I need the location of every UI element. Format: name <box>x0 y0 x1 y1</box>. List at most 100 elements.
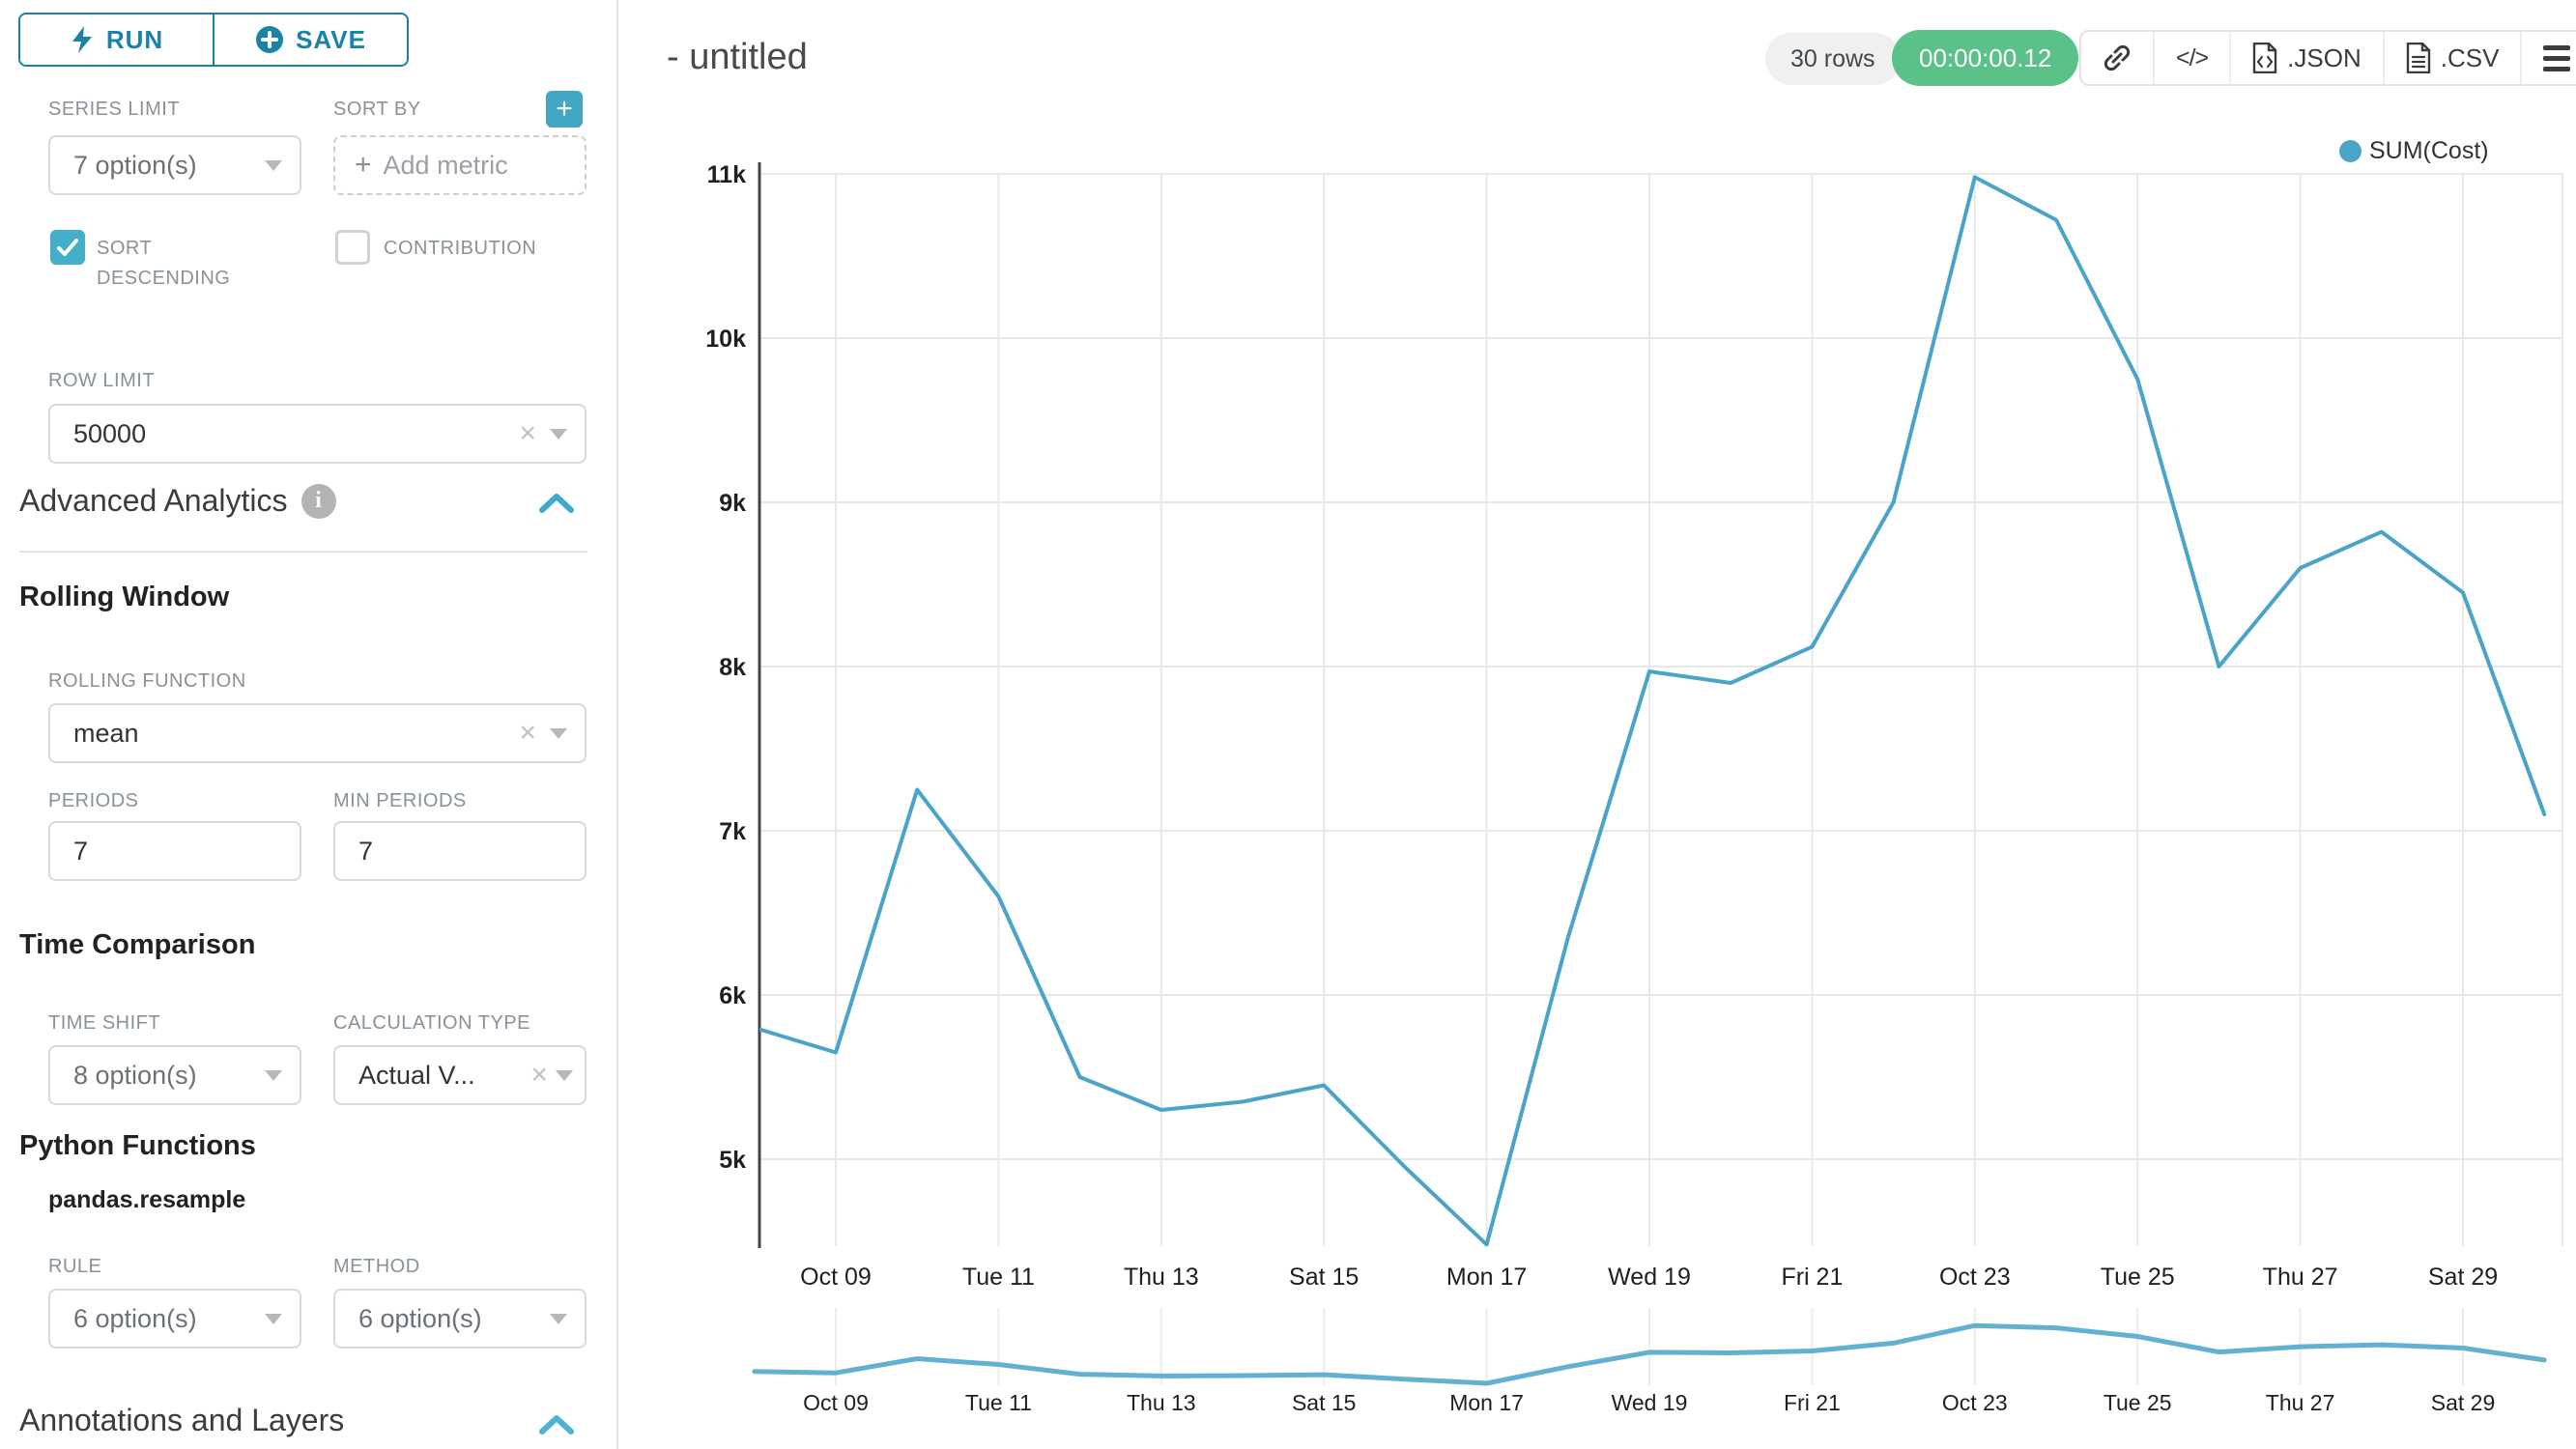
svg-text:Oct 09: Oct 09 <box>803 1390 869 1415</box>
method-select[interactable]: 6 option(s) <box>333 1289 587 1349</box>
pandas-resample-label: pandas.resample <box>48 1186 246 1213</box>
svg-text:Sat 29: Sat 29 <box>2428 1264 2498 1291</box>
svg-text:Tue 11: Tue 11 <box>962 1264 1035 1291</box>
svg-text:Thu 27: Thu 27 <box>2263 1264 2338 1291</box>
chevron-down-icon <box>550 1313 567 1324</box>
python-functions-title: Python Functions <box>19 1130 256 1161</box>
sort-by-label: SORT BY <box>333 99 421 120</box>
rolling-function-value: mean <box>73 718 139 748</box>
chevron-up-icon[interactable] <box>537 1412 576 1437</box>
chart-legend[interactable]: SUM(Cost) <box>2339 137 2489 165</box>
svg-text:8k: 8k <box>719 654 746 681</box>
time-shift-value: 8 option(s) <box>73 1060 197 1090</box>
row-limit-value: 50000 <box>73 418 147 448</box>
row-count-text: 30 rows <box>1790 44 1875 72</box>
contribution-checkbox[interactable] <box>335 230 370 265</box>
rule-select[interactable]: 6 option(s) <box>48 1289 301 1349</box>
legend-series-name: SUM(Cost) <box>2369 137 2489 164</box>
chevron-down-icon <box>550 727 567 739</box>
svg-text:Oct 23: Oct 23 <box>1942 1390 2008 1415</box>
rule-value: 6 option(s) <box>73 1303 197 1333</box>
plus-circle-icon <box>256 26 284 53</box>
link-icon <box>2104 44 2131 71</box>
run-button[interactable]: RUN <box>20 14 213 65</box>
csv-file-icon <box>2406 43 2430 73</box>
advanced-analytics-header[interactable]: Advanced Analytics i <box>19 483 336 519</box>
min-periods-value: 7 <box>358 836 374 866</box>
sort-descending-checkbox[interactable] <box>50 230 85 265</box>
csv-button-label: .CSV <box>2440 43 2500 72</box>
run-save-button-group: RUN SAVE <box>18 13 409 67</box>
menu-icon <box>2543 44 2571 71</box>
svg-text:7k: 7k <box>719 818 746 845</box>
plus-icon: + <box>355 149 372 181</box>
min-periods-label: MIN PERIODS <box>333 790 467 811</box>
add-sort-metric-button[interactable]: + <box>546 91 583 128</box>
export-toolbar: </> .JSON .CSV <box>2079 30 2576 86</box>
periods-input[interactable]: 7 <box>48 821 301 881</box>
code-icon: </> <box>2176 43 2209 71</box>
svg-text:Fri 21: Fri 21 <box>1784 1390 1841 1415</box>
chevron-down-icon <box>265 159 282 171</box>
time-shift-select[interactable]: 8 option(s) <box>48 1045 301 1105</box>
svg-text:10k: 10k <box>705 326 746 353</box>
row-limit-label: ROW LIMIT <box>48 370 156 391</box>
svg-text:Thu 13: Thu 13 <box>1127 1390 1196 1415</box>
rolling-function-select[interactable]: mean × <box>48 703 587 763</box>
sort-by-metric-field[interactable]: + Add metric <box>333 135 587 195</box>
save-button-label: SAVE <box>296 24 366 54</box>
export-json-button[interactable]: .JSON <box>2229 32 2383 84</box>
calculation-type-select[interactable]: Actual V... × <box>333 1045 587 1105</box>
row-count-badge: 30 rows <box>1765 33 1901 85</box>
svg-text:Tue 25: Tue 25 <box>2104 1390 2172 1415</box>
series-limit-label: SERIES LIMIT <box>48 99 181 120</box>
clear-icon[interactable]: × <box>530 1059 548 1091</box>
annotations-header[interactable]: Annotations and Layers <box>19 1403 344 1438</box>
more-options-button[interactable] <box>2520 32 2576 84</box>
chevron-down-icon <box>265 1069 282 1081</box>
chevron-down-icon <box>556 1069 573 1081</box>
query-timer-badge: 00:00:00.12 <box>1892 30 2079 86</box>
advanced-analytics-title: Advanced Analytics <box>19 483 288 518</box>
periods-value: 7 <box>73 836 89 866</box>
copy-link-button[interactable] <box>2081 32 2153 84</box>
check-icon <box>57 239 78 256</box>
json-file-icon <box>2252 43 2277 73</box>
svg-text:Mon 17: Mon 17 <box>1449 1390 1524 1415</box>
chevron-up-icon[interactable] <box>537 491 576 516</box>
row-limit-select[interactable]: 50000 × <box>48 404 587 464</box>
svg-text:Wed 19: Wed 19 <box>1608 1264 1691 1291</box>
control-panel: RUN SAVE SERIES LIMIT SORT BY + 7 option… <box>0 0 618 1449</box>
save-button[interactable]: SAVE <box>213 14 407 65</box>
svg-text:11k: 11k <box>707 161 746 188</box>
lightning-icon <box>72 26 92 53</box>
min-periods-input[interactable]: 7 <box>333 821 587 881</box>
rule-label: RULE <box>48 1256 102 1277</box>
chart-title[interactable]: - untitled <box>667 37 808 77</box>
method-label: METHOD <box>333 1256 420 1277</box>
clear-icon[interactable]: × <box>519 417 536 449</box>
svg-text:6k: 6k <box>719 982 746 1009</box>
series-limit-value: 7 option(s) <box>73 150 197 180</box>
calculation-type-label: CALCULATION TYPE <box>333 1012 530 1034</box>
query-timer-text: 00:00:00.12 <box>1919 43 2052 72</box>
svg-text:Sat 15: Sat 15 <box>1292 1390 1357 1415</box>
svg-text:Tue 25: Tue 25 <box>2101 1264 2175 1291</box>
run-button-label: RUN <box>105 24 164 54</box>
export-csv-button[interactable]: .CSV <box>2382 32 2521 84</box>
embed-code-button[interactable]: </> <box>2153 32 2229 84</box>
method-value: 6 option(s) <box>358 1303 482 1333</box>
chevron-down-icon <box>550 428 567 440</box>
svg-text:9k: 9k <box>719 490 746 517</box>
info-icon: i <box>301 483 336 519</box>
section-divider <box>19 551 587 553</box>
svg-text:Oct 09: Oct 09 <box>800 1264 872 1291</box>
svg-text:Oct 23: Oct 23 <box>1939 1264 2011 1291</box>
sort-descending-label: SORT DESCENDING <box>97 238 231 289</box>
time-shift-label: TIME SHIFT <box>48 1012 161 1034</box>
clear-icon[interactable]: × <box>519 717 536 749</box>
svg-text:Tue 11: Tue 11 <box>965 1390 1032 1415</box>
legend-dot-icon <box>2339 140 2361 162</box>
series-limit-select[interactable]: 7 option(s) <box>48 135 301 195</box>
